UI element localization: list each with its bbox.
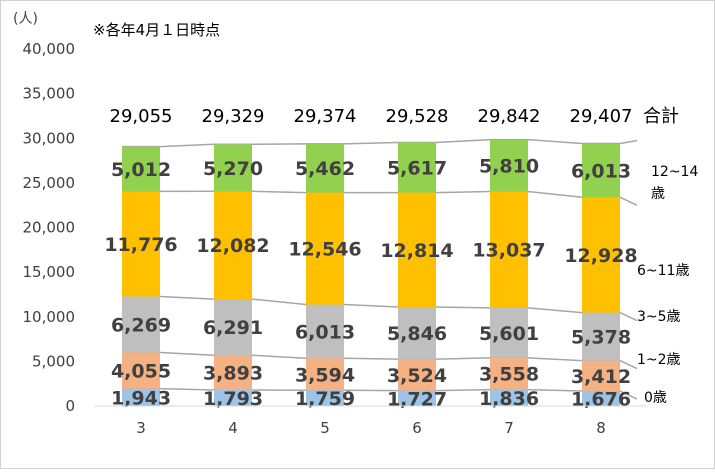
y-tick-label: 30,000 (23, 129, 76, 147)
data-label: 3,558 (479, 364, 539, 386)
data-label: 1,759 (295, 388, 355, 410)
bar-segment (214, 389, 252, 406)
bar-segment (306, 192, 344, 305)
data-label: 3,412 (571, 366, 631, 388)
data-label: 11,776 (104, 234, 177, 256)
x-tick-label: 4 (228, 419, 238, 437)
x-tick-label: 3 (136, 419, 146, 437)
bar-segment (306, 358, 344, 391)
data-label: 1,943 (111, 387, 171, 409)
data-label: 12,928 (564, 245, 637, 267)
y-tick-label: 20,000 (23, 219, 76, 237)
total-label: 29,055 (110, 106, 173, 127)
y-tick-label: 35,000 (23, 85, 76, 103)
bar-segment (582, 391, 620, 406)
bar-segment (582, 312, 620, 361)
bar-segment (398, 142, 436, 193)
x-tick-label: 5 (320, 419, 330, 437)
data-label: 1,727 (387, 388, 447, 410)
series-connector-line (122, 387, 638, 400)
data-label: 6,013 (295, 321, 355, 343)
data-label: 5,012 (111, 159, 171, 181)
data-label: 5,601 (479, 323, 539, 345)
bar-segment (122, 296, 160, 353)
series-label: 0歳 (644, 390, 667, 406)
series-label: 12~14 歳 (651, 164, 698, 202)
bar-segment (214, 299, 252, 356)
x-tick-label: 6 (412, 419, 422, 437)
bar-segment (306, 143, 344, 193)
data-label: 12,546 (288, 239, 361, 261)
data-label: 5,617 (387, 158, 447, 180)
series-connector-line (122, 190, 638, 206)
total-label: 29,842 (478, 106, 541, 127)
bar-segment (122, 191, 160, 297)
bar-segment (214, 191, 252, 300)
data-label: 1,676 (571, 389, 631, 411)
x-tick-label: 8 (596, 419, 606, 437)
bar-segment (398, 390, 436, 406)
total-label: 29,374 (294, 106, 357, 127)
data-label: 1,836 (479, 388, 539, 410)
data-label: 4,055 (111, 361, 171, 383)
bar-segment (582, 360, 620, 392)
series-connector-line (122, 295, 638, 322)
y-tick-label: 15,000 (23, 263, 76, 281)
bar-segment (306, 304, 344, 359)
bar-segment (214, 144, 252, 192)
data-label: 3,524 (387, 365, 447, 387)
bar-segment (490, 389, 528, 406)
bar-segment (122, 388, 160, 406)
bar-segment (490, 307, 528, 358)
bar-segment (122, 146, 160, 192)
bar-segment (582, 143, 620, 198)
data-label: 6,013 (571, 160, 631, 182)
data-label: 1,793 (203, 388, 263, 410)
y-tick-label: 5,000 (32, 352, 75, 370)
bar-segment (398, 359, 436, 391)
data-label: 6,291 (203, 317, 263, 339)
data-label: 3,893 (203, 363, 263, 385)
total-label: 29,407 (570, 106, 633, 127)
y-tick-label: 0 (65, 397, 75, 415)
bar-segment (214, 355, 252, 390)
bar-segment (490, 191, 528, 308)
bar-segment (398, 192, 436, 307)
data-label: 5,270 (203, 158, 263, 180)
series-label: 3~5歳 (637, 309, 681, 325)
totals-series-label: 合計 (643, 106, 679, 127)
bar-segment (490, 139, 528, 192)
bar-segment (122, 352, 160, 389)
chart-note: ※各年4月１日時点 (93, 21, 220, 39)
total-label: 29,329 (202, 106, 265, 127)
bar-segment (490, 357, 528, 390)
series-connector-line (122, 138, 638, 148)
x-tick-label: 7 (504, 419, 514, 437)
y-tick-label: 10,000 (23, 308, 76, 326)
data-label: 12,814 (380, 240, 453, 262)
bar-segment (398, 306, 436, 360)
data-label: 5,462 (295, 158, 355, 180)
data-label: 3,594 (295, 364, 355, 386)
data-label: 13,037 (472, 240, 545, 262)
series-label: 1~2歳 (637, 352, 681, 368)
series-connector-line (122, 351, 638, 370)
y-tick-label: 40,000 (23, 40, 76, 58)
total-label: 29,528 (386, 106, 449, 127)
data-label: 12,082 (196, 235, 269, 257)
series-label: 6~11歳 (637, 263, 689, 279)
data-label: 5,378 (571, 327, 631, 349)
y-tick-label: 25,000 (23, 174, 76, 192)
bar-segment (582, 197, 620, 313)
unit-label: (人) (13, 11, 38, 27)
bar-segment (306, 390, 344, 406)
data-label: 6,269 (111, 314, 171, 336)
data-label: 5,846 (387, 323, 447, 345)
data-label: 5,810 (479, 156, 539, 178)
